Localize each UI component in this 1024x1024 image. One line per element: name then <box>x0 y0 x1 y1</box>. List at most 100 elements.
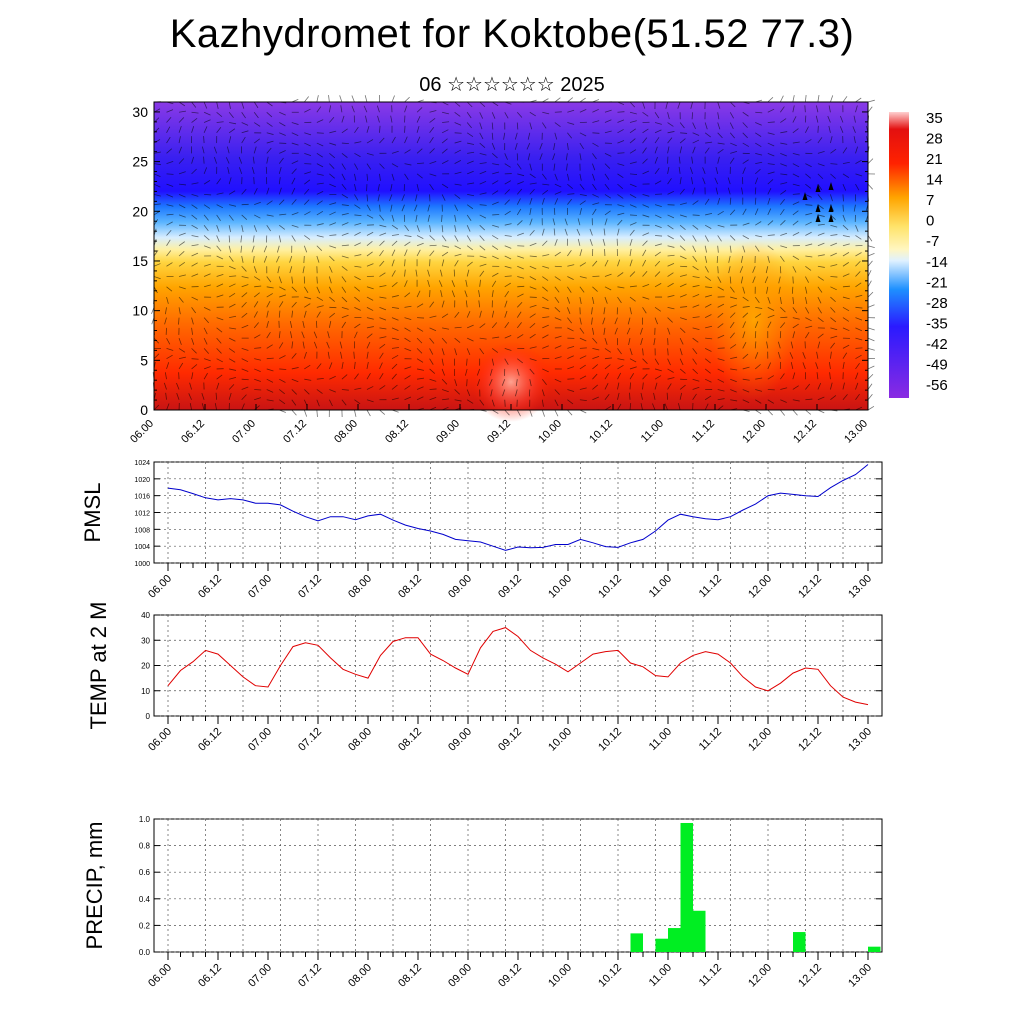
wind-barb <box>830 224 838 228</box>
wind-barb <box>178 117 185 123</box>
wind-barb <box>817 265 825 268</box>
wind-barb <box>228 177 232 185</box>
wind-barb <box>614 317 618 325</box>
wind-barb <box>391 317 399 321</box>
wind-barb <box>228 337 236 342</box>
wind-barb <box>478 300 481 308</box>
wind-barb <box>429 397 437 401</box>
wind-barb <box>830 163 838 165</box>
wind-barb <box>529 265 537 270</box>
wind-barb <box>679 214 687 218</box>
wind-barb <box>855 271 861 277</box>
wind-barb <box>203 348 210 354</box>
wind-barb <box>567 409 573 416</box>
wind-barb <box>679 177 682 185</box>
wind-barb <box>354 254 362 257</box>
wind-barb <box>304 171 312 175</box>
wind-barb <box>755 161 763 164</box>
wind-barb <box>779 297 782 305</box>
wind-barb <box>667 224 674 230</box>
wind-barb <box>853 115 856 123</box>
wind-barb <box>554 239 558 246</box>
wind-barb <box>617 119 625 123</box>
wind-barb <box>266 140 274 144</box>
wind-barb <box>529 163 532 171</box>
wind-barb <box>316 106 322 113</box>
wind-barb <box>404 249 408 257</box>
wind-barb <box>329 375 336 380</box>
x-tick-label: 12.00 <box>746 962 774 990</box>
wind-barb <box>604 406 612 411</box>
wind-barb <box>429 301 435 308</box>
wind-barb <box>604 119 612 123</box>
wind-barb <box>602 317 606 325</box>
wind-barb <box>404 327 411 332</box>
wind-barb <box>492 171 500 175</box>
y-tick-label: 1012 <box>134 511 150 518</box>
wind-barb <box>377 194 380 202</box>
colorbar-label: 21 <box>926 151 943 168</box>
wind-barb <box>304 96 309 103</box>
wind-barb <box>429 126 435 134</box>
wind-barb <box>203 101 208 109</box>
wind-barb <box>717 358 725 361</box>
x-tick-label: 07.00 <box>246 962 274 990</box>
wind-barb <box>529 242 537 247</box>
wind-barb <box>241 101 245 109</box>
wind-barb <box>479 204 487 206</box>
wind-barb <box>805 204 813 206</box>
wind-barb <box>642 232 650 236</box>
wind-barb <box>429 173 437 177</box>
wind-barb <box>379 204 381 212</box>
wind-barb <box>529 188 535 195</box>
wind-barb <box>479 142 486 148</box>
wind-barb <box>692 255 698 262</box>
wind-barb <box>341 183 347 190</box>
wind-barb <box>780 399 787 403</box>
wind-barb <box>479 112 484 119</box>
wind-barb <box>304 364 311 370</box>
wind-barb <box>478 290 481 298</box>
wind-barb <box>479 337 487 340</box>
wind-barb <box>454 389 460 395</box>
wind-barb <box>654 358 660 365</box>
wind-barb <box>704 348 712 352</box>
wind-barb <box>867 270 872 277</box>
wind-barb <box>855 317 863 321</box>
wind-barb <box>729 312 736 318</box>
wind-barb <box>228 101 231 109</box>
y-tick-label: 0.2 <box>139 921 151 930</box>
wind-barb <box>379 125 381 133</box>
wind-barb <box>629 373 635 380</box>
wind-barb <box>792 255 800 260</box>
wind-barb <box>617 296 622 304</box>
wind-barb <box>203 235 210 241</box>
wind-barb <box>642 204 650 208</box>
wind-barb <box>354 141 362 144</box>
wind-barb <box>239 167 243 174</box>
wind-barb <box>153 194 161 197</box>
wind-barb <box>490 389 493 397</box>
wind-barb <box>391 354 399 360</box>
colorbar-label: 28 <box>926 131 943 148</box>
wind-barb <box>379 214 385 221</box>
wind-barb <box>715 187 719 195</box>
wind-barb <box>541 197 545 205</box>
wind-barb <box>203 204 211 209</box>
wind-barb <box>191 348 197 354</box>
wind-barb <box>552 153 556 161</box>
wind-barb <box>667 358 671 366</box>
wind-barb <box>416 225 420 232</box>
wind-barb <box>679 245 686 251</box>
wind-barb <box>379 327 387 330</box>
wind-barb <box>855 252 862 257</box>
wind-barb <box>517 265 524 270</box>
wind-barb <box>477 379 481 386</box>
wind-barb <box>754 331 757 339</box>
x-tick-label: 12.12 <box>796 573 824 601</box>
wind-barb <box>504 112 509 119</box>
wind-barb <box>777 351 781 359</box>
wind-barb <box>830 307 836 313</box>
wind-barb <box>516 322 522 329</box>
wind-barb <box>354 286 361 292</box>
